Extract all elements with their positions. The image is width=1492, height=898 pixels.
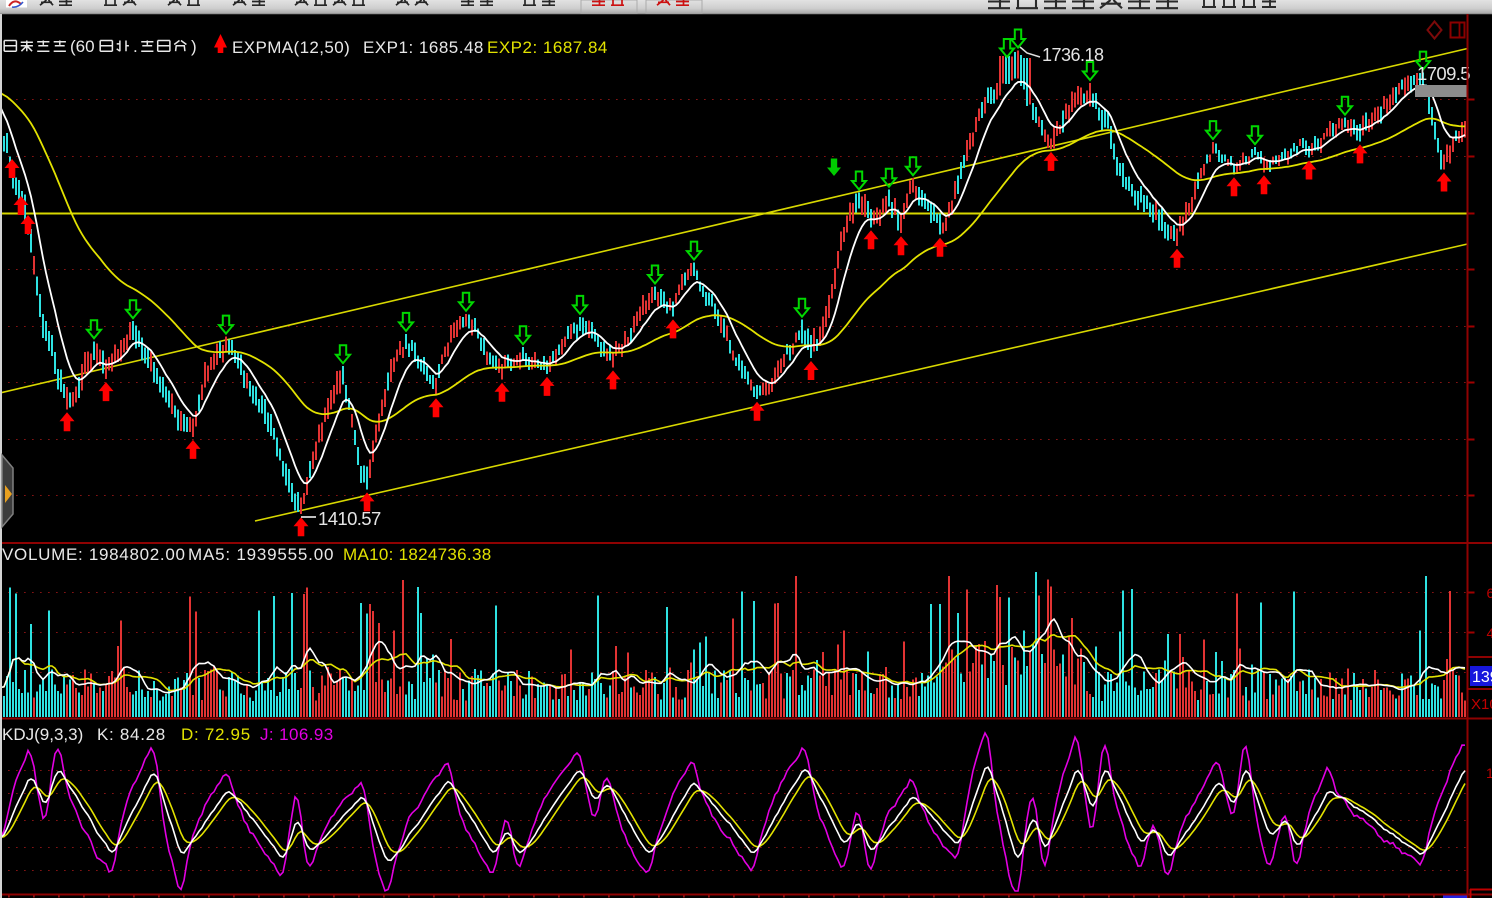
svg-text:1709.5: 1709.5 bbox=[1417, 63, 1470, 84]
svg-text:1410.57: 1410.57 bbox=[318, 508, 381, 529]
svg-text:D: 72.95: D: 72.95 bbox=[181, 725, 251, 744]
svg-text:X10: X10 bbox=[1471, 696, 1492, 713]
svg-text:(60: (60 bbox=[70, 37, 95, 56]
svg-text:MA5: 1939555.00: MA5: 1939555.00 bbox=[188, 545, 334, 564]
svg-text:VOLUME: 1984802.00: VOLUME: 1984802.00 bbox=[2, 545, 186, 564]
svg-text:J: 106.93: J: 106.93 bbox=[260, 725, 334, 744]
svg-text:EXP1: 1685.48: EXP1: 1685.48 bbox=[363, 38, 484, 57]
svg-text:EXPMA(12,50): EXPMA(12,50) bbox=[232, 38, 350, 57]
svg-text:6: 6 bbox=[1487, 585, 1492, 601]
svg-text:1736.18: 1736.18 bbox=[1042, 45, 1104, 65]
svg-text:.: . bbox=[133, 37, 138, 56]
svg-text:139: 139 bbox=[1472, 669, 1492, 686]
svg-text:KDJ(9,3,3): KDJ(9,3,3) bbox=[2, 725, 83, 744]
svg-text:K: 84.28: K: 84.28 bbox=[97, 725, 166, 744]
svg-text:MA10: 1824736.38: MA10: 1824736.38 bbox=[343, 545, 491, 564]
svg-text:4: 4 bbox=[1487, 625, 1492, 641]
svg-text:10: 10 bbox=[1486, 765, 1492, 781]
svg-text:EXP2: 1687.84: EXP2: 1687.84 bbox=[487, 38, 608, 57]
svg-text:): ) bbox=[191, 37, 197, 56]
